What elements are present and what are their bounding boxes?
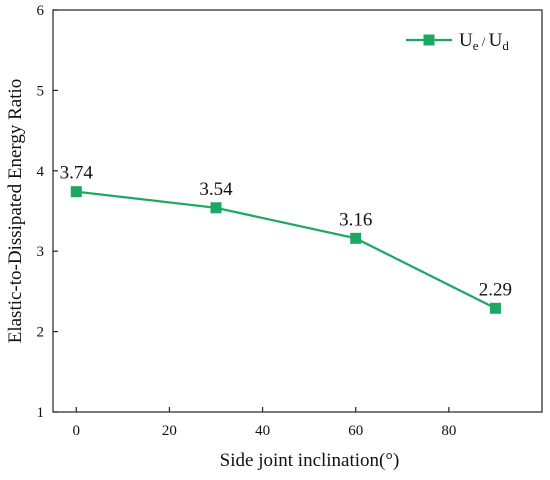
- x-tick-label: 40: [255, 423, 270, 439]
- legend-label-subscript: e: [473, 38, 479, 53]
- data-label: 3.16: [339, 209, 372, 230]
- legend-label-main: U: [489, 30, 503, 51]
- series-layer: [70, 186, 501, 314]
- data-point-marker: [489, 302, 501, 314]
- series-line: [76, 190, 496, 310]
- legend-marker: [423, 34, 435, 46]
- data-point-marker: [210, 202, 222, 214]
- plot-frame: [52, 9, 543, 413]
- data-point-marker: [350, 232, 362, 244]
- x-tick-label: 80: [441, 423, 456, 439]
- data-point-marker: [70, 186, 82, 198]
- y-tick-label: 4: [37, 164, 45, 180]
- y-tick-label: 2: [37, 325, 45, 341]
- x-tick-label: 20: [162, 423, 177, 439]
- data-label: 3.54: [199, 179, 233, 200]
- y-tick-label: 5: [37, 83, 45, 99]
- legend-label-main: U: [459, 30, 473, 51]
- legend: Ue / Ud: [406, 30, 509, 53]
- y-tick-label: 3: [37, 244, 45, 260]
- legend-label-separator: /: [479, 34, 489, 49]
- y-axis-title: Elastic-to-Dissipated Energy Ratio: [5, 79, 26, 344]
- x-tick-label: 0: [73, 423, 81, 439]
- data-label: 2.29: [479, 279, 512, 300]
- y-tick-label: 6: [37, 3, 45, 19]
- x-tick-label: 60: [348, 423, 363, 439]
- x-axis-title: Side joint inclination(°): [220, 450, 400, 471]
- axes-layer: 0 20 40 60 80 1 2 3 4 5 6 Side joint inclination(°)…: [5, 3, 543, 471]
- legend-label-subscript: d: [502, 38, 509, 53]
- legend-label: Ue / Ud: [459, 30, 509, 53]
- y-tick-label: 1: [37, 405, 45, 421]
- data-labels-layer: 3.74 3.54 3.16 2.29: [60, 163, 512, 301]
- data-label: 3.74: [60, 163, 94, 184]
